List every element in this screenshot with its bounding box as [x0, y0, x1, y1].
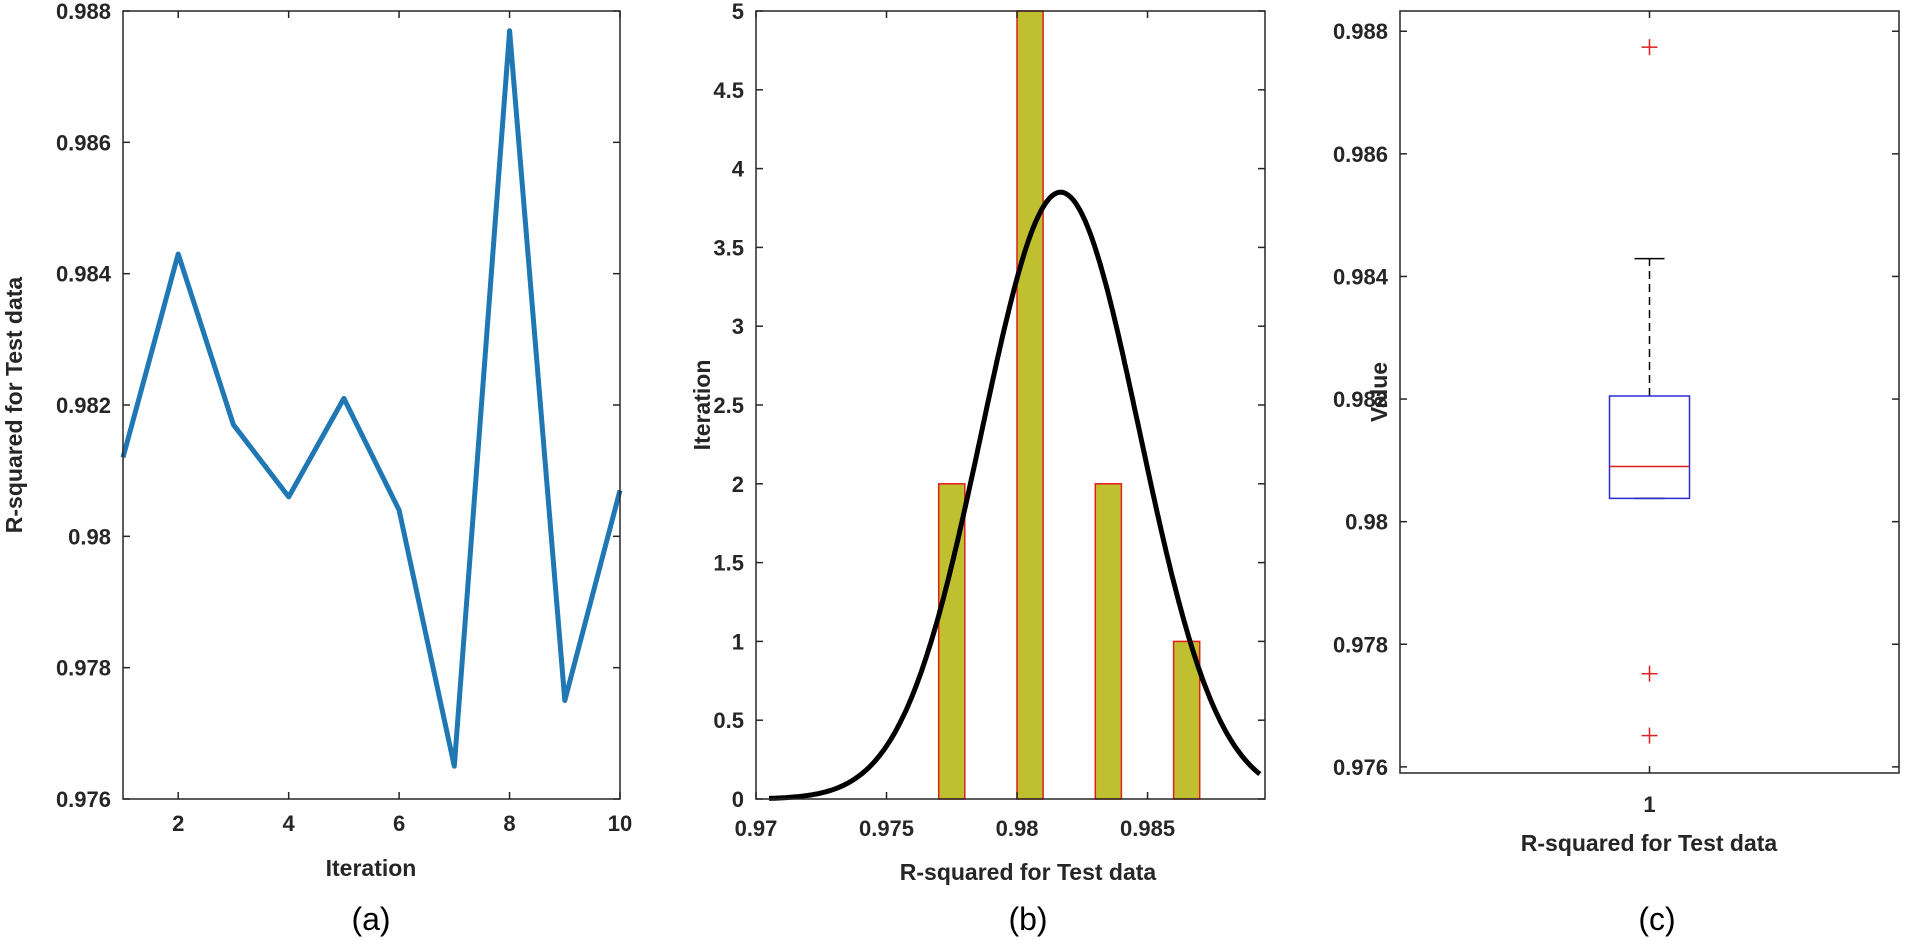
panel-b-ytick-label: 2.5: [713, 393, 744, 418]
panel-b-normal-fit-curve: [768, 189, 1262, 801]
panel-b-ytick-label: 2: [732, 472, 744, 497]
panel-a-caption: (a): [351, 901, 390, 937]
panel-c-ytick-label: 0.986: [1333, 142, 1388, 167]
panel-c-ytick-label: 0.982: [1333, 387, 1388, 412]
panel-b-ytick-label: 0.5: [713, 708, 744, 733]
panel-a-ytick-label: 0.986: [56, 130, 111, 155]
panel-b-bar-3: [1094, 483, 1123, 800]
panel-b-ytick-label: 5: [732, 0, 744, 24]
panel-b-caption: (b): [1008, 901, 1047, 937]
panel-b-ytick-label: 1.5: [713, 551, 744, 576]
panel-b-ytick-label: 4.5: [713, 78, 744, 103]
panel-b-ytick-label: 1: [732, 629, 744, 654]
panel-c-ytick-label: 0.98: [1345, 510, 1388, 535]
panel-a-xtick-label: 8: [503, 811, 515, 836]
panel-b-xlabel: R-squared for Test data: [900, 859, 1157, 885]
panel-b-ytick-label: 0: [732, 787, 744, 812]
panel-c-outlier-2: [1641, 665, 1658, 682]
panel-c-ylabel: Value: [1366, 362, 1392, 422]
panel-c-ytick-label: 0.976: [1333, 755, 1388, 780]
panel-a-ylabel: R-squared for Test data: [1, 277, 27, 534]
panel-c-outlier-1: [1641, 39, 1658, 56]
panel-a-ytick-label: 0.98: [68, 524, 111, 549]
panel-a-xtick-label: 2: [172, 811, 184, 836]
panel-b-xtick-label: 0.98: [996, 816, 1039, 841]
panel-a-xlabel: Iteration: [326, 855, 417, 881]
panel-c-ytick-label: 0.984: [1333, 264, 1389, 289]
panel-a-series-line: [120, 28, 623, 769]
panel-c-category-label: 1: [1643, 792, 1655, 817]
panel-c-iqr-box: [1608, 395, 1691, 500]
panel-c-outlier-3: [1641, 727, 1658, 744]
panel-a-xtick-label: 6: [393, 811, 405, 836]
panel-a-xtick-label: 4: [283, 811, 296, 836]
panel-b-xtick-label: 0.975: [859, 816, 914, 841]
panel-c-boxplot: 1 0.976 0.978 0.98 0.982 0.984 0.986 0.988 R-sq…: [1333, 10, 1900, 937]
panel-a-ytick-label: 0.976: [56, 787, 111, 812]
panel-b-histogram: 0.97 0.975 0.98 0.98500.511.522.533.544.55 …: [689, 0, 1266, 937]
panel-b-bar-4: [1172, 640, 1201, 800]
panel-b-ytick-label: 3.5: [713, 235, 744, 260]
panel-b-ytick-label: 4: [732, 157, 745, 182]
panel-a-ytick-label: 0.978: [56, 656, 111, 681]
panel-a-ytick-label: 0.982: [56, 393, 111, 418]
panel-c-ytick-label: 0.978: [1333, 632, 1388, 657]
panel-a-line-chart: 2 4 6 8 10 0.976 0.978 0.98 0.982 0.984 0.986 0.988…: [1, 0, 632, 937]
panel-b-ylabel: Iteration: [689, 360, 715, 451]
panel-a-xtick-label: 10: [608, 811, 632, 836]
panel-b-bar-2: [1016, 10, 1044, 800]
panel-c-xlabel: R-squared for Test data: [1521, 830, 1778, 856]
panel-a-ytick-label: 0.988: [56, 0, 111, 24]
panel-c-ytick-label: 0.988: [1333, 19, 1388, 44]
panel-a-ytick-label: 0.984: [56, 262, 112, 287]
panel-b-ytick-label: 3: [732, 314, 744, 339]
panel-a-axes-box: [122, 10, 621, 800]
panel-c-caption: (c): [1638, 901, 1675, 937]
panel-b-xtick-label: 0.985: [1120, 816, 1175, 841]
panel-b-xtick-label: 0.97: [735, 816, 778, 841]
